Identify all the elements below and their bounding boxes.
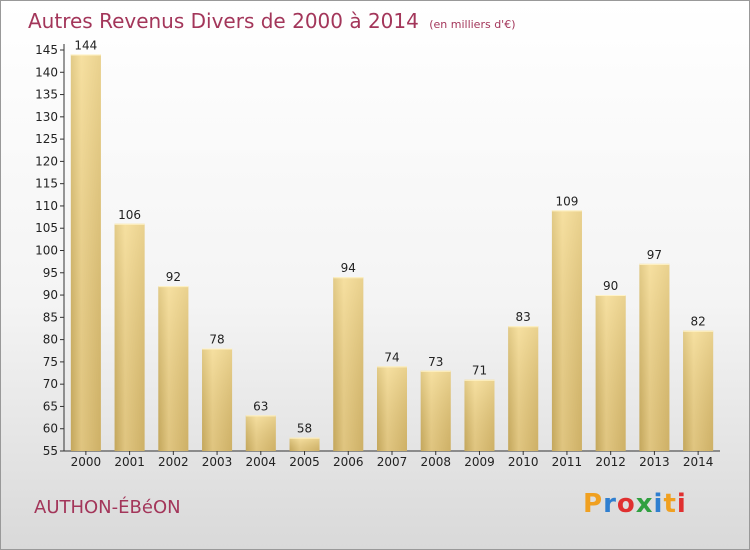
data-label: 97 (647, 248, 662, 262)
bar-shade (114, 223, 145, 451)
x-tick-label: 2010 (508, 455, 539, 469)
data-label: 82 (690, 315, 705, 329)
bar-shade (551, 210, 582, 451)
bar-shade (639, 263, 670, 451)
data-label: 94 (341, 261, 356, 275)
logo-letter: r (603, 489, 617, 519)
y-tick-label: 140 (35, 65, 58, 79)
x-tick-label: 2003 (202, 455, 233, 469)
data-label: 83 (516, 310, 531, 324)
y-tick-label: 75 (43, 355, 58, 369)
logo-letter: x (635, 489, 654, 519)
proxiti-logo: Proxiti (583, 489, 687, 519)
data-label: 144 (74, 38, 97, 52)
y-tick-label: 110 (35, 199, 58, 213)
y-tick-label: 80 (43, 333, 58, 347)
data-label: 73 (428, 355, 443, 369)
y-tick-label: 70 (43, 377, 58, 391)
bar-shade (289, 437, 320, 451)
logo-letter: i (676, 489, 687, 519)
bar-shade (595, 295, 626, 451)
x-tick-label: 2007 (377, 455, 408, 469)
y-tick-label: 120 (35, 154, 58, 168)
y-tick-label: 55 (43, 444, 58, 458)
bar-shade (420, 370, 451, 451)
x-tick-label: 2008 (420, 455, 451, 469)
y-tick-label: 95 (43, 266, 58, 280)
x-tick-label: 2006 (333, 455, 364, 469)
chart-title: Autres Revenus Divers de 2000 à 2014 (28, 9, 419, 33)
y-tick-label: 135 (35, 88, 58, 102)
data-label: 63 (253, 399, 268, 413)
bar-shade (377, 366, 407, 451)
y-tick-label: 115 (35, 177, 58, 191)
x-tick-label: 2012 (595, 455, 626, 469)
data-label: 90 (603, 279, 618, 293)
bar-shade (245, 415, 276, 451)
x-tick-label: 2000 (71, 455, 102, 469)
y-tick-label: 60 (43, 422, 58, 436)
data-label: 78 (209, 333, 224, 347)
data-label: 109 (555, 194, 578, 208)
location-name: AUTHON-ÉBéON (34, 497, 181, 518)
y-tick-label: 100 (35, 244, 58, 258)
chart-title-block: Autres Revenus Divers de 2000 à 2014 (en… (28, 9, 516, 33)
x-tick-label: 2011 (552, 455, 583, 469)
data-label: 74 (384, 350, 399, 364)
y-tick-label: 130 (35, 110, 58, 124)
data-label: 58 (297, 422, 312, 436)
y-tick-label: 90 (43, 288, 58, 302)
bar-shade (202, 348, 233, 451)
bar-shade (70, 54, 101, 451)
bar-shade (333, 277, 364, 451)
y-tick-label: 145 (35, 43, 58, 57)
bar-shade (683, 330, 714, 451)
bar-shade (158, 286, 189, 451)
y-tick-label: 85 (43, 310, 58, 324)
x-tick-label: 2002 (158, 455, 189, 469)
logo-letter: o (616, 489, 636, 519)
logo-letter: t (663, 489, 677, 519)
logo-letter: P (583, 489, 604, 519)
data-label: 71 (472, 364, 487, 378)
x-tick-label: 2001 (114, 455, 145, 469)
data-label: 106 (118, 208, 141, 222)
data-label: 92 (166, 270, 181, 284)
y-tick-label: 125 (35, 132, 58, 146)
logo-letter: i (653, 489, 664, 519)
x-tick-label: 2014 (683, 455, 714, 469)
y-tick-label: 65 (43, 399, 58, 413)
y-tick-label: 105 (35, 221, 58, 235)
x-tick-label: 2005 (289, 455, 320, 469)
x-tick-label: 2009 (464, 455, 495, 469)
bar-shade (508, 326, 539, 451)
x-tick-label: 2004 (246, 455, 277, 469)
x-tick-label: 2013 (639, 455, 670, 469)
bar-shade (464, 379, 495, 451)
chart-subtitle: (en milliers d'€) (429, 18, 516, 31)
